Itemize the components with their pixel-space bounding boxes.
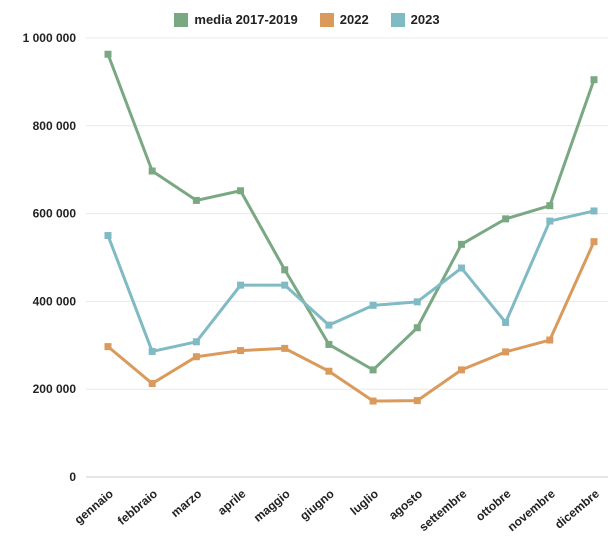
data-point-2023-dicembre[interactable]: [590, 207, 598, 215]
series-line-media: [106, 53, 596, 372]
data-point-media-marzo[interactable]: [192, 196, 200, 204]
data-point-media-settembre[interactable]: [457, 240, 465, 248]
data-point-2022-ottobre[interactable]: [502, 348, 510, 356]
data-point-media-agosto[interactable]: [413, 324, 421, 332]
y-tick-label-1: 200 000: [33, 382, 77, 396]
legend-label-2022: 2022: [339, 12, 369, 27]
series-line-2023: [106, 209, 595, 353]
x-tick-label-settembre: settembre: [416, 486, 469, 534]
data-point-2022-luglio[interactable]: [369, 397, 377, 405]
data-point-2022-gennaio[interactable]: [104, 343, 112, 351]
legend-label-media: media 2017-2019: [194, 12, 298, 27]
data-point-2022-aprile[interactable]: [237, 347, 245, 355]
x-tick-label-luglio: luglio: [348, 487, 382, 518]
data-point-2023-agosto[interactable]: [413, 298, 421, 306]
data-point-2022-febbraio[interactable]: [148, 379, 156, 387]
data-point-2023-novembre[interactable]: [546, 217, 554, 225]
x-tick-label-maggio: maggio: [251, 487, 293, 525]
y-tick-label-2: 400 000: [33, 294, 77, 308]
legend-swatch-media: [174, 12, 189, 27]
x-tick-label-febbraio: febbraio: [115, 487, 160, 528]
data-point-media-maggio[interactable]: [281, 266, 289, 274]
data-point-media-gennaio[interactable]: [104, 50, 112, 58]
legend-item-2023[interactable]: 2023: [390, 12, 440, 27]
x-tick-label-giugno: giugno: [297, 487, 337, 523]
x-tick-label-gennaio: gennaio: [72, 487, 116, 527]
data-point-media-luglio[interactable]: [369, 366, 377, 374]
data-point-2023-febbraio[interactable]: [148, 347, 156, 355]
data-point-2023-aprile[interactable]: [237, 281, 245, 289]
x-tick-label-marzo: marzo: [168, 487, 204, 520]
data-point-2023-settembre[interactable]: [457, 264, 465, 272]
data-point-2022-novembre[interactable]: [546, 336, 554, 344]
y-tick-label-5: 1 000 000: [23, 31, 77, 45]
data-point-2023-marzo[interactable]: [192, 338, 200, 346]
data-point-2022-maggio[interactable]: [281, 344, 289, 352]
data-point-2022-giugno[interactable]: [325, 367, 333, 375]
data-point-media-dicembre[interactable]: [590, 76, 598, 84]
legend-swatch-2023: [390, 12, 405, 27]
legend-label-2023: 2023: [410, 12, 440, 27]
y-tick-label-0: 0: [69, 470, 76, 484]
x-tick-label-aprile: aprile: [215, 486, 249, 518]
data-point-media-giugno[interactable]: [325, 340, 333, 348]
data-point-2023-ottobre[interactable]: [502, 318, 510, 326]
data-point-2023-luglio[interactable]: [369, 301, 377, 309]
x-tick-label-agosto: agosto: [386, 487, 425, 523]
data-point-media-aprile[interactable]: [237, 187, 245, 195]
data-point-2022-settembre[interactable]: [457, 366, 465, 374]
data-point-2023-gennaio[interactable]: [104, 232, 112, 240]
data-point-2022-dicembre[interactable]: [590, 238, 598, 246]
data-point-2022-marzo[interactable]: [192, 353, 200, 361]
legend-item-2022[interactable]: 2022: [319, 12, 369, 27]
y-tick-label-3: 600 000: [33, 207, 77, 221]
data-point-media-febbraio[interactable]: [148, 167, 156, 175]
legend-item-media[interactable]: media 2017-2019: [174, 12, 298, 27]
data-point-media-ottobre[interactable]: [502, 215, 510, 223]
data-point-media-novembre[interactable]: [546, 202, 554, 210]
data-point-2023-giugno[interactable]: [325, 321, 333, 329]
legend-swatch-2022: [319, 12, 334, 27]
series-line-2022: [107, 241, 596, 403]
x-tick-label-novembre: novembre: [505, 486, 558, 534]
x-tick-label-dicembre: dicembre: [552, 486, 602, 531]
data-point-2022-agosto[interactable]: [413, 397, 421, 405]
data-point-2023-maggio[interactable]: [281, 281, 289, 289]
legend: media 2017-2019 2022 2023: [0, 12, 614, 27]
x-tick-label-ottobre: ottobre: [473, 486, 514, 523]
y-tick-label-4: 800 000: [33, 119, 77, 133]
